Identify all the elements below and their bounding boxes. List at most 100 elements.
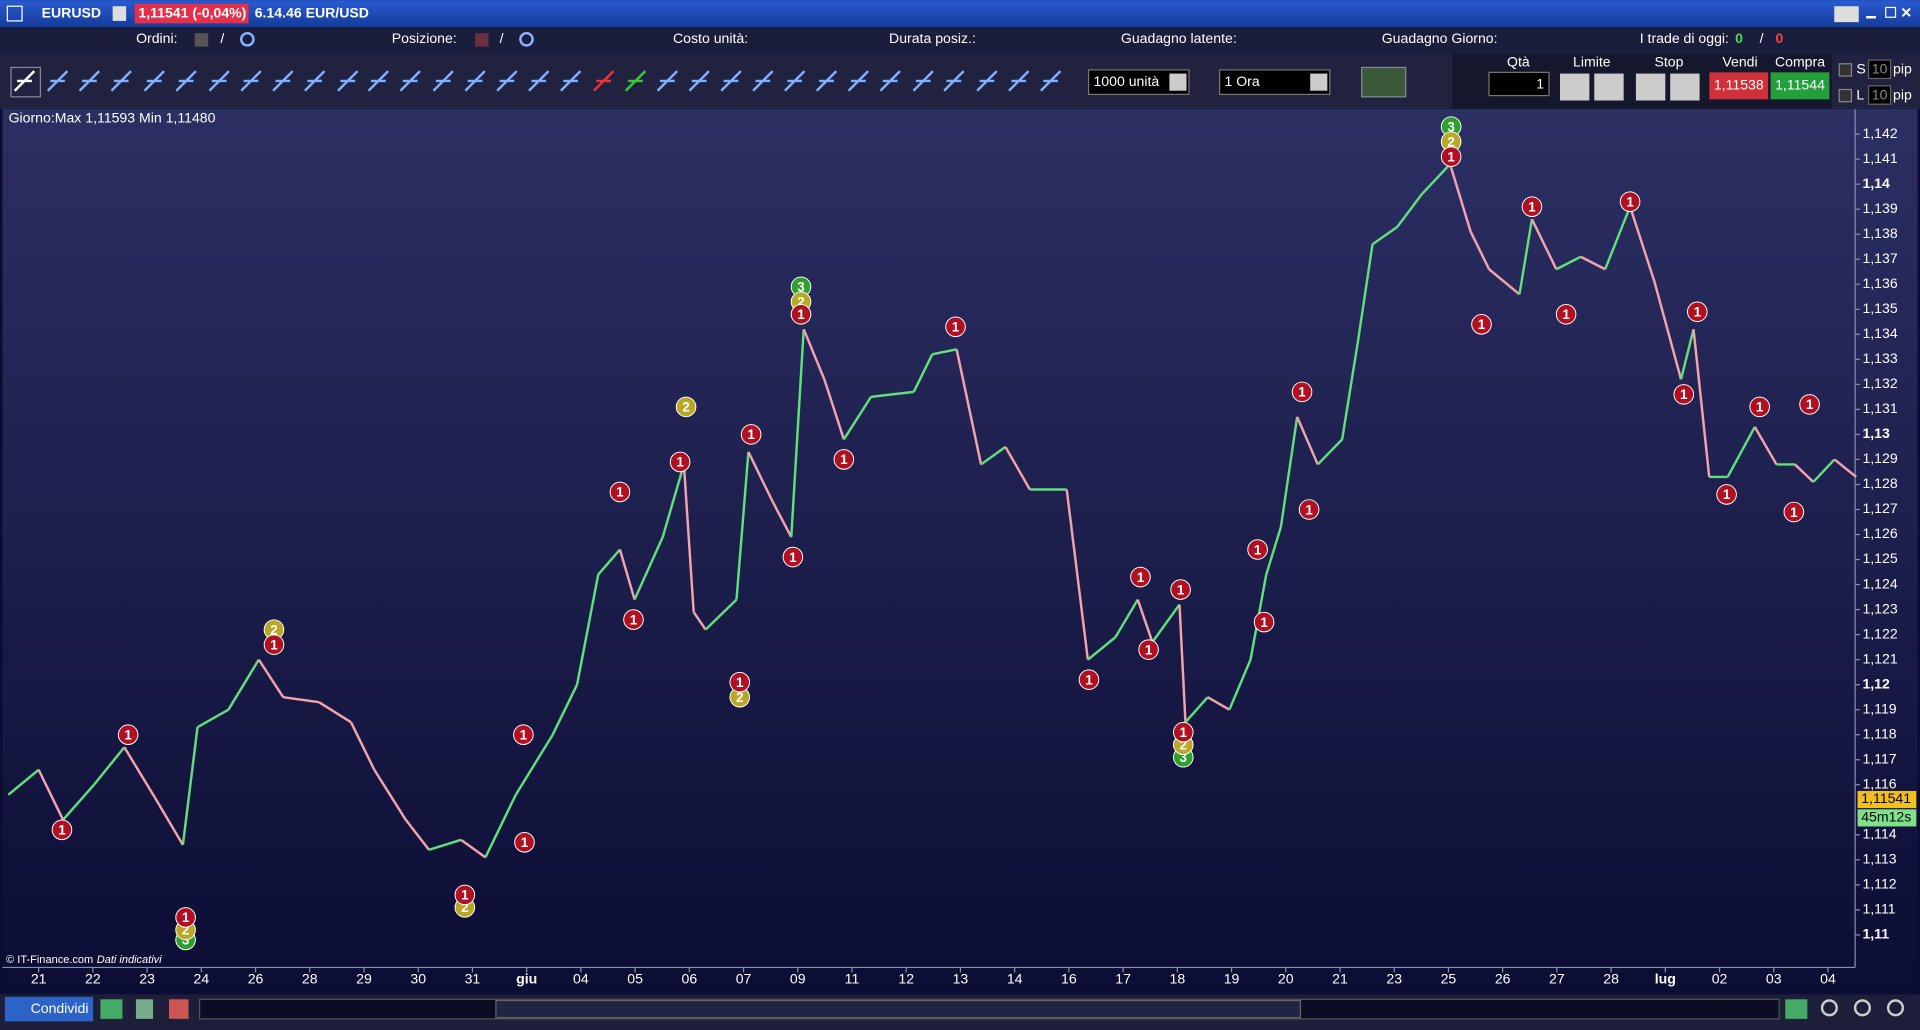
tool-icon[interactable] bbox=[304, 70, 326, 92]
tool-icon[interactable] bbox=[337, 70, 359, 92]
price-segment bbox=[1488, 268, 1521, 296]
tool-button[interactable] bbox=[100, 999, 123, 1019]
tool-icon[interactable] bbox=[13, 70, 36, 92]
limit-buy[interactable] bbox=[1594, 73, 1624, 101]
sell-button[interactable] bbox=[1709, 72, 1769, 100]
signal-label: 1 bbox=[952, 320, 960, 335]
tool-icon[interactable] bbox=[656, 70, 679, 92]
price-segment bbox=[404, 819, 431, 851]
buy-button[interactable] bbox=[1770, 72, 1830, 100]
tool-icon[interactable] bbox=[528, 70, 550, 92]
tool-icon[interactable] bbox=[784, 70, 806, 92]
y-tick-label: 1,124 bbox=[1862, 575, 1897, 591]
tool-icon[interactable] bbox=[110, 70, 132, 92]
share-label[interactable]: Condividi bbox=[31, 1000, 89, 1016]
tool-icon[interactable] bbox=[496, 70, 518, 92]
share-button[interactable] bbox=[4, 996, 94, 1022]
tool-icon[interactable] bbox=[208, 70, 230, 92]
y-tick-label: 1,111 bbox=[1862, 901, 1895, 917]
long-pips-input[interactable] bbox=[1867, 85, 1892, 105]
price-segment bbox=[597, 548, 621, 576]
tool-icon[interactable] bbox=[815, 70, 838, 92]
x-tick-label: 21 bbox=[31, 970, 47, 986]
short-pips: 10 bbox=[1872, 61, 1888, 77]
zoom-in[interactable] bbox=[1886, 999, 1905, 1017]
zoom-fit[interactable] bbox=[1785, 999, 1808, 1019]
x-tick-label: 03 bbox=[1766, 970, 1782, 986]
price-segment bbox=[931, 348, 957, 356]
long-pips: 10 bbox=[1872, 86, 1888, 102]
tool-icon[interactable] bbox=[720, 70, 742, 92]
tool-icon[interactable] bbox=[976, 70, 998, 92]
tool-icon[interactable] bbox=[272, 70, 294, 92]
signal-label: 1 bbox=[797, 307, 805, 322]
tool-icon[interactable] bbox=[175, 70, 197, 92]
tool-button[interactable] bbox=[168, 999, 189, 1019]
signal-marker bbox=[514, 832, 535, 853]
signal-marker bbox=[1471, 314, 1492, 335]
long-check[interactable] bbox=[1838, 88, 1853, 103]
keyboard-button[interactable] bbox=[1834, 6, 1859, 23]
signal-label: 1 bbox=[124, 728, 132, 743]
tool-icon[interactable] bbox=[624, 70, 647, 92]
limit-sell[interactable] bbox=[1560, 73, 1590, 101]
tool-icon[interactable] bbox=[399, 70, 421, 92]
price-segment bbox=[692, 611, 707, 631]
position-gear[interactable] bbox=[519, 31, 534, 47]
tool-icon[interactable] bbox=[464, 70, 486, 92]
signal-label: 2 bbox=[182, 923, 189, 938]
signal-marker bbox=[1291, 381, 1313, 403]
qty-input[interactable] bbox=[1488, 71, 1550, 97]
tool-icon[interactable] bbox=[1008, 70, 1030, 92]
quote: 1,11541 (-0,04%) bbox=[138, 4, 246, 20]
close-button[interactable]: ✕ bbox=[1900, 4, 1912, 20]
signal-label: 2 bbox=[736, 690, 743, 705]
tool-icon[interactable] bbox=[752, 70, 774, 92]
tool-icon[interactable] bbox=[240, 70, 262, 92]
tool-icon[interactable] bbox=[1039, 70, 1062, 92]
price-segment bbox=[1265, 526, 1283, 575]
minimize-button[interactable] bbox=[1866, 16, 1876, 19]
price-segment bbox=[912, 353, 934, 393]
orders-icon[interactable] bbox=[194, 33, 209, 47]
tool-button[interactable] bbox=[135, 999, 154, 1019]
restore-button[interactable] bbox=[1885, 6, 1897, 18]
x-tick-label: 21 bbox=[1332, 970, 1348, 986]
tool-icon[interactable] bbox=[593, 70, 615, 92]
units-arrow[interactable] bbox=[1169, 73, 1187, 91]
scroll-thumb[interactable] bbox=[495, 999, 1302, 1019]
tool-icon[interactable] bbox=[559, 70, 582, 92]
trades-won: 0 bbox=[1735, 30, 1743, 46]
zoom-reset[interactable] bbox=[1820, 999, 1838, 1017]
price-segment bbox=[823, 378, 846, 440]
tool-icon[interactable] bbox=[847, 70, 870, 92]
zoom-out[interactable] bbox=[1853, 999, 1872, 1017]
tool-icon[interactable] bbox=[912, 70, 934, 92]
price-segment bbox=[1004, 446, 1031, 491]
price-segment bbox=[704, 598, 738, 631]
tool-icon[interactable] bbox=[143, 70, 165, 92]
x-tick-label: 06 bbox=[681, 970, 697, 986]
indicator-button[interactable] bbox=[1361, 66, 1407, 98]
symbol[interactable]: EURUSD bbox=[42, 4, 101, 20]
tool-icon[interactable] bbox=[78, 70, 101, 92]
x-tick-label: 25 bbox=[1441, 970, 1457, 986]
tool-icon[interactable] bbox=[46, 70, 69, 92]
info-icon[interactable] bbox=[112, 6, 127, 21]
position-icon[interactable] bbox=[475, 33, 489, 47]
orders-gear[interactable] bbox=[240, 31, 255, 47]
buy-price[interactable]: 1,11544 bbox=[1775, 77, 1825, 93]
timeframe-arrow[interactable] bbox=[1310, 73, 1328, 91]
tool-icon[interactable] bbox=[943, 70, 965, 92]
stop-sell[interactable] bbox=[1635, 73, 1666, 101]
tool-icon[interactable] bbox=[879, 70, 901, 92]
tool-icon[interactable] bbox=[688, 70, 710, 92]
signal-marker bbox=[1783, 501, 1805, 523]
signal-label: 1 bbox=[1254, 542, 1262, 557]
short-check[interactable] bbox=[1838, 63, 1853, 77]
sell-price[interactable]: 1,11538 bbox=[1714, 77, 1764, 93]
short-pips-input[interactable] bbox=[1867, 59, 1892, 80]
stop-buy[interactable] bbox=[1670, 73, 1700, 101]
tool-icon[interactable] bbox=[367, 70, 390, 92]
tool-icon[interactable] bbox=[432, 70, 454, 92]
